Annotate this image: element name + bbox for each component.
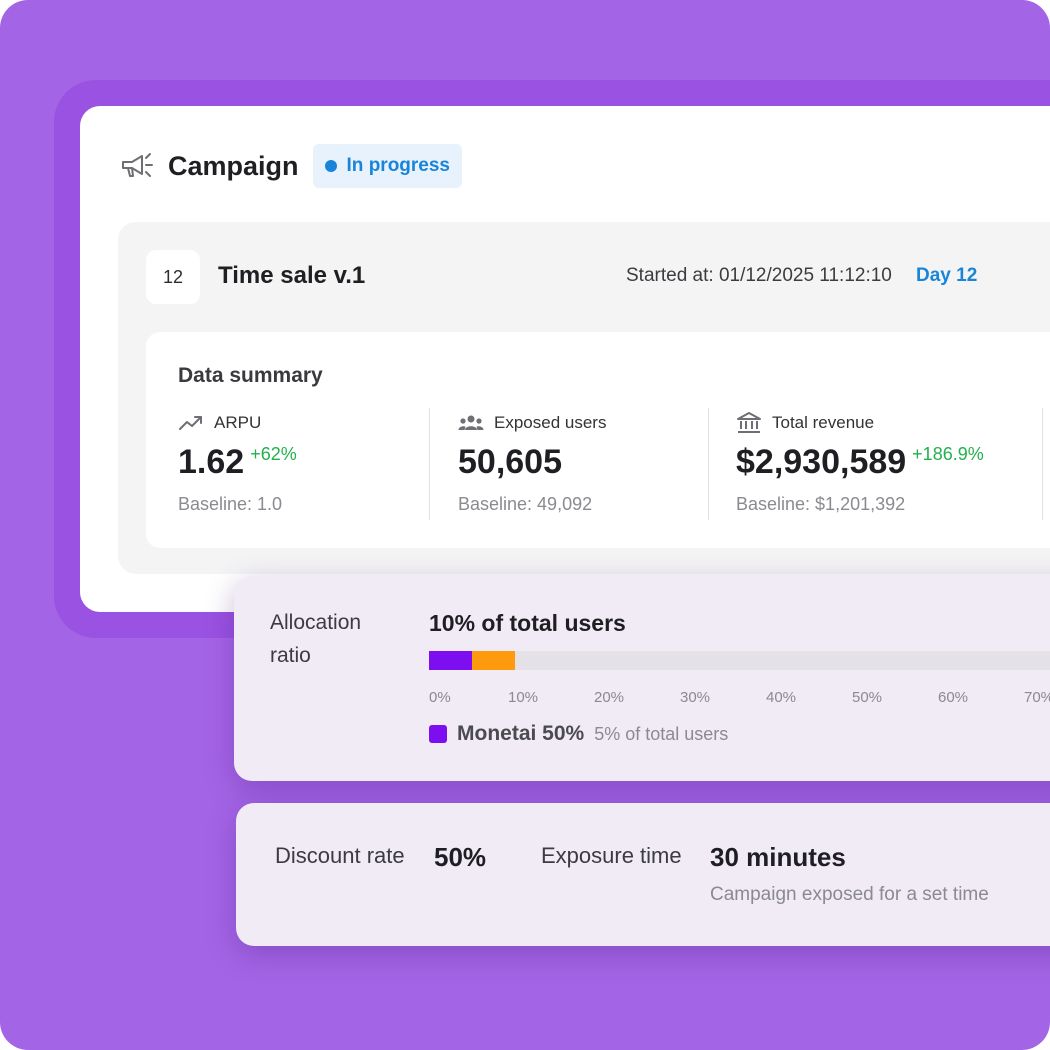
- allocation-card: [234, 576, 1050, 781]
- axis-tick-label: 0%: [429, 689, 451, 706]
- metric-arpu: ARPU 1.62 +62% Baseline: 1.0: [178, 408, 297, 515]
- axis-tick-label: 20%: [594, 689, 625, 706]
- megaphone-icon: [122, 153, 153, 177]
- allocation-segment-other: [472, 651, 515, 670]
- data-summary-card: [146, 332, 1050, 548]
- metric-total-revenue: Total revenue $2,930,589 +186.9% Baselin…: [736, 408, 984, 515]
- allocation-title: 10% of total users: [429, 610, 626, 636]
- metric-baseline: Baseline: $1,201,392: [736, 494, 906, 514]
- metric-divider: [708, 408, 709, 520]
- status-badge: In progress: [312, 144, 463, 188]
- axis-tick-label: 50%: [852, 689, 883, 706]
- metric-label: ARPU: [214, 413, 262, 432]
- metric-label: Total revenue: [772, 413, 875, 432]
- exposure-time-label: Exposure time: [541, 843, 682, 868]
- allocation-bar: [429, 651, 1050, 670]
- allocation-label: Allocation ratio: [270, 611, 362, 667]
- axis-tick-label: 30%: [680, 689, 711, 706]
- status-badge-label: In progress: [346, 155, 451, 176]
- settings-card: [236, 803, 1050, 946]
- campaign-header: Campaign In progress: [120, 144, 463, 188]
- metric-divider: [429, 408, 430, 520]
- legend-swatch-monetai: [429, 725, 447, 743]
- page-title: Campaign: [168, 150, 299, 181]
- discount-rate-label: Discount rate: [275, 843, 405, 868]
- axis-tick-label: 60%: [938, 689, 969, 706]
- data-summary-title: Data summary: [178, 364, 323, 387]
- campaign-name[interactable]: Time sale v.1: [218, 262, 366, 289]
- metric-baseline: Baseline: 1.0: [178, 494, 283, 514]
- day-counter: Day 12: [916, 265, 978, 286]
- started-at: Started at: 01/12/2025 11:12:10: [626, 265, 892, 286]
- bank-icon: [737, 412, 761, 433]
- discount-rate-value: 50%: [434, 842, 487, 872]
- axis-tick-label: 10%: [508, 689, 539, 706]
- legend-sublabel: 5% of total users: [594, 723, 729, 744]
- metric-value: $2,930,589: [736, 443, 907, 481]
- axis-tick-label: 40%: [766, 689, 797, 706]
- metric-label: Exposed users: [494, 413, 607, 432]
- exposure-time-value: 30 minutes: [710, 842, 846, 872]
- metric-value: 50,605: [458, 443, 562, 481]
- axis-tick-label: 70%: [1024, 689, 1050, 706]
- status-dot-icon: [324, 160, 337, 172]
- allocation-segment-monetai: [429, 651, 472, 670]
- allocation-legend: Monetai 50% 5% of total users: [429, 722, 728, 746]
- legend-label: Monetai 50%: [457, 722, 585, 745]
- trending-up-icon: [179, 416, 202, 430]
- metric-baseline: Baseline: 49,092: [458, 494, 593, 514]
- metric-value: 1.62: [178, 443, 245, 481]
- exposure-time-note: Campaign exposed for a set time: [710, 884, 989, 905]
- metric-delta: +62%: [250, 444, 297, 464]
- users-icon: [458, 415, 484, 430]
- metric-exposed-users: Exposed users 50,605 Baseline: 49,092: [458, 408, 606, 515]
- metric-delta: +186.9%: [912, 444, 984, 464]
- metric-divider: [1042, 408, 1043, 520]
- campaign-number: 12: [146, 250, 200, 304]
